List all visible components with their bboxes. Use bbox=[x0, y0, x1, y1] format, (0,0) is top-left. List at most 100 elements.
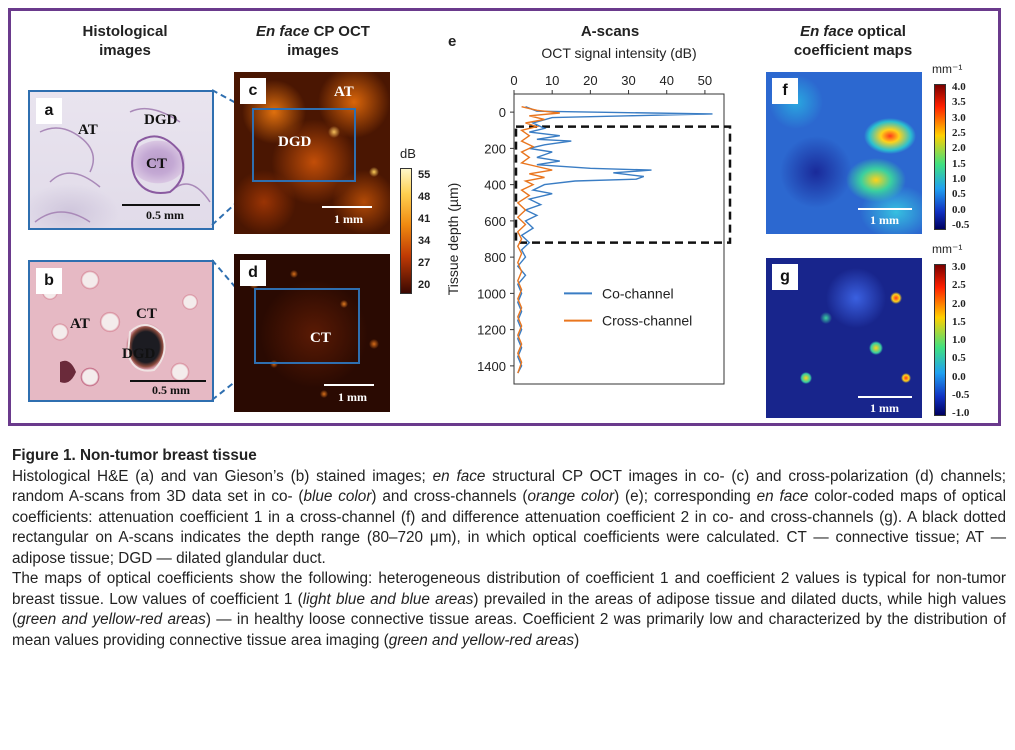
panel-a-scale-text: 0.5 mm bbox=[146, 208, 184, 222]
panel-d-tissue-ct: CT bbox=[310, 330, 331, 346]
colorbar-g-tick-8: -1.0 bbox=[952, 407, 970, 419]
cap-p1-segment-4: ) and cross-channels ( bbox=[371, 488, 528, 505]
panel-a-tissue-at: AT bbox=[78, 122, 98, 138]
ascan-series-cross-channel bbox=[516, 106, 560, 374]
header-histological: Histological images bbox=[82, 23, 168, 59]
ascan-legend-label-0: Co-channel bbox=[602, 285, 674, 301]
colorbar-f-tick-4: 2.0 bbox=[952, 142, 966, 155]
ascan-ytick-label-5: 1000 bbox=[477, 286, 506, 301]
colorbar-f-tick-5: 1.5 bbox=[952, 157, 966, 170]
panel-c-scale-bar bbox=[322, 206, 372, 208]
figure-caption: Figure 1. Non-tumor breast tissue Histol… bbox=[12, 446, 1006, 651]
cap-p1-segment-5: orange color bbox=[527, 488, 615, 505]
db-colorbar-tick-3: 34 bbox=[418, 235, 431, 247]
colorbar-g-tick-5: 0.5 bbox=[952, 352, 966, 365]
ascan-ytick-label-1: 200 bbox=[484, 141, 506, 156]
db-colorbar-unit: dB bbox=[400, 146, 416, 161]
ascan-series-co-channel bbox=[516, 106, 713, 374]
panel-f-scale-bar bbox=[858, 208, 912, 210]
panel-g-label: g bbox=[772, 264, 798, 290]
db-colorbar-tick-0: 55 bbox=[418, 169, 431, 181]
panel-a-histology: a AT DGD CT 0.5 mm bbox=[28, 90, 214, 230]
header-coefficient-maps: En face optical coefficient maps bbox=[768, 22, 938, 60]
colorbar-f-tick-9: -0.5 bbox=[952, 219, 970, 231]
ascan-x-axis-label: OCT signal intensity (dB) bbox=[541, 45, 696, 61]
cap-p1-segment-6: ) (e); corresponding bbox=[614, 488, 757, 505]
panel-b-histology: b AT CT DGD 0.5 mm bbox=[28, 260, 214, 402]
cap-p1-segment-1: en face bbox=[432, 467, 486, 485]
cap-p2-segment-1: light blue and blue areas bbox=[302, 590, 474, 608]
panel-a-scale-bar bbox=[122, 204, 200, 206]
panel-f-label: f bbox=[772, 78, 798, 104]
ascan-xtick-label-3: 30 bbox=[621, 73, 635, 88]
header-cp-oct-rest: CP OCT images bbox=[287, 23, 370, 59]
colorbar-g-tick-6: 0.0 bbox=[952, 370, 966, 383]
panel-b-label: b bbox=[36, 268, 62, 294]
cap-p1-segment-0: Histological H&E (a) and van Gieson’s (b… bbox=[12, 467, 433, 485]
header-ascans: A-scans bbox=[580, 23, 640, 40]
panel-d-scale-bar bbox=[324, 384, 374, 386]
ascan-xtick-label-0: 0 bbox=[510, 73, 517, 88]
header-cp-oct: En face CP OCT images bbox=[238, 22, 388, 60]
caption-title: Figure 1. Non-tumor breast tissue bbox=[12, 447, 257, 464]
panel-d-label: d bbox=[240, 260, 266, 286]
colorbar-f-tick-1: 3.5 bbox=[952, 96, 966, 109]
colorbar-g-tick-7: -0.5 bbox=[952, 388, 970, 401]
colorbar-g-tick-1: 2.5 bbox=[952, 279, 966, 292]
panel-d-roi-box bbox=[254, 288, 360, 364]
colorbar-g bbox=[934, 264, 946, 416]
cap-p1-segment-2: structural CP OCT images in co- (c) and … bbox=[12, 467, 1006, 506]
cap-p2-segment-4: ) — in healthy loose connective tissue a… bbox=[12, 611, 1007, 649]
ascan-ytick-label-2: 400 bbox=[484, 178, 506, 193]
panel-g-scale-text: 1 mm bbox=[870, 401, 899, 415]
colorbar-g-unit: mm⁻¹ bbox=[932, 242, 963, 256]
panel-c-scale-text: 1 mm bbox=[334, 212, 363, 226]
cap-p1-segment-8: color-coded maps of optical coefficients… bbox=[12, 488, 1007, 567]
panel-connector-lines bbox=[211, 89, 237, 401]
colorbar-g-tick-2: 2.0 bbox=[952, 297, 966, 310]
colorbar-f bbox=[934, 84, 946, 230]
ascan-ytick-label-4: 800 bbox=[484, 250, 506, 265]
cap-p2-segment-2: ) prevailed in the areas of adipose tiss… bbox=[12, 590, 1006, 629]
ascan-depth-range-box bbox=[514, 125, 732, 244]
db-colorbar bbox=[400, 168, 412, 294]
ascan-ytick-label-7: 1400 bbox=[477, 359, 506, 374]
panel-b-tissue-at: AT bbox=[70, 316, 90, 332]
header-maps-italic: En face bbox=[800, 23, 854, 40]
panel-c-tissue-at: AT bbox=[334, 84, 354, 100]
cap-p2-segment-0: The maps of optical coefficients show th… bbox=[12, 570, 1006, 608]
panel-f-scale-text: 1 mm bbox=[870, 213, 899, 227]
panel-a-label: a bbox=[36, 98, 62, 124]
ascan-plot-area bbox=[513, 93, 725, 385]
panel-d-oct-cross: d CT 1 mm bbox=[234, 254, 390, 412]
panel-c-label: c bbox=[240, 78, 266, 104]
panel-a-tissue-dgd: DGD bbox=[144, 112, 178, 128]
panel-b-scale-bar bbox=[130, 380, 206, 382]
caption-paragraph-1: Histological H&E (a) and van Gieson’s (b… bbox=[12, 467, 1006, 570]
panel-a-tissue-ct: CT bbox=[146, 156, 167, 172]
db-colorbar-tick-2: 41 bbox=[418, 213, 431, 225]
cap-p2-segment-6: ) bbox=[574, 631, 580, 649]
colorbar-f-unit: mm⁻¹ bbox=[932, 62, 963, 76]
panel-e-label: e bbox=[448, 33, 457, 50]
ascan-xtick-label-2: 20 bbox=[583, 73, 597, 88]
panel-g-scale-bar bbox=[858, 396, 912, 398]
ascan-legend-label-1: Cross-channel bbox=[602, 313, 692, 329]
ascan-ytick-label-6: 1200 bbox=[477, 323, 506, 338]
ascan-chart: OCT signal intensity (dB) 0 10 20 30 40 50 0 200… bbox=[445, 45, 732, 385]
db-colorbar-tick-4: 27 bbox=[418, 257, 431, 269]
colorbar-g-tick-3: 1.5 bbox=[952, 315, 966, 328]
colorbar-g-tick-0: 3.0 bbox=[952, 261, 966, 273]
panel-c-tissue-dgd: DGD bbox=[278, 134, 312, 150]
colorbar-f-tick-3: 2.5 bbox=[952, 127, 966, 139]
header-maps-rest: optical coefficient maps bbox=[793, 23, 913, 59]
panel-b-texture bbox=[60, 324, 166, 383]
colorbar-g-tick-4: 1.0 bbox=[952, 334, 966, 346]
panel-f-coeff-map: f 1 mm bbox=[766, 72, 922, 234]
panel-d-scale-text: 1 mm bbox=[338, 390, 367, 404]
colorbar-f-tick-8: 0.0 bbox=[952, 203, 966, 216]
panel-c-roi-box bbox=[252, 108, 356, 182]
caption-paragraph-2: The maps of optical coefficients show th… bbox=[12, 569, 1006, 651]
ascan-y-axis-label: Tissue depth (µm) bbox=[445, 183, 461, 296]
ascan-xtick-label-4: 40 bbox=[659, 73, 673, 88]
